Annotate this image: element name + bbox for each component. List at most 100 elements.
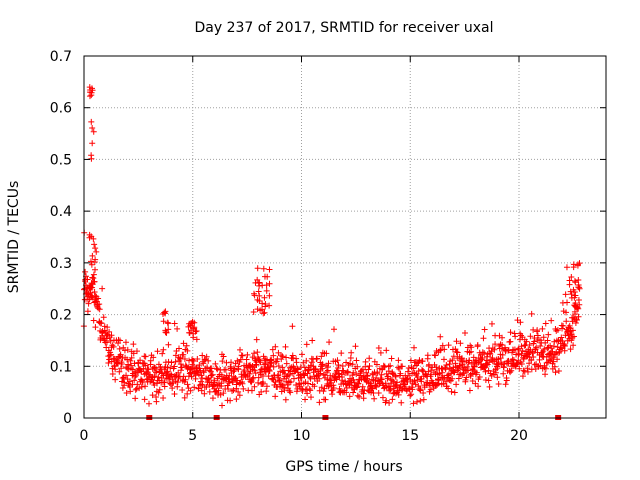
data-point xyxy=(255,356,262,363)
data-point xyxy=(320,371,327,378)
data-point xyxy=(249,375,256,382)
data-point xyxy=(112,366,119,373)
data-point xyxy=(366,355,373,362)
data-point xyxy=(256,292,263,299)
data-point xyxy=(127,357,134,364)
data-point xyxy=(104,324,111,331)
data-point xyxy=(194,356,201,363)
data-point xyxy=(559,325,566,332)
data-point xyxy=(200,369,207,376)
data-point xyxy=(89,252,96,259)
data-point xyxy=(520,367,527,374)
data-point xyxy=(259,372,266,379)
data-point xyxy=(145,366,152,373)
data-point xyxy=(105,359,112,366)
data-point xyxy=(191,324,198,331)
data-point xyxy=(524,365,531,372)
data-point xyxy=(570,333,577,340)
data-point xyxy=(451,368,458,375)
data-point xyxy=(119,385,126,392)
data-point xyxy=(534,332,541,339)
data-point xyxy=(448,388,455,395)
data-point xyxy=(205,357,212,364)
data-point xyxy=(335,361,342,368)
data-point xyxy=(389,396,396,403)
data-point xyxy=(171,320,178,327)
data-point xyxy=(370,389,377,396)
data-point xyxy=(528,310,535,317)
data-point xyxy=(406,372,413,379)
data-point xyxy=(472,380,479,387)
data-point xyxy=(439,369,446,376)
data-point xyxy=(272,378,279,385)
data-point xyxy=(328,377,335,384)
data-point xyxy=(87,258,94,265)
data-point xyxy=(502,381,509,388)
data-point xyxy=(469,377,476,384)
data-point xyxy=(405,365,412,372)
data-point xyxy=(497,341,504,348)
data-point xyxy=(168,371,175,378)
data-point xyxy=(137,357,144,364)
data-point xyxy=(533,328,540,335)
data-point xyxy=(282,343,289,350)
data-point xyxy=(410,365,417,372)
data-point xyxy=(311,365,318,372)
data-point xyxy=(183,342,190,349)
data-point xyxy=(218,383,225,390)
y-tick-label: 0.3 xyxy=(50,256,72,272)
y-tick-label: 0.2 xyxy=(50,308,72,324)
data-point xyxy=(186,329,193,336)
data-point xyxy=(259,300,266,307)
data-point xyxy=(410,400,417,407)
data-point xyxy=(346,393,353,400)
data-point xyxy=(89,140,96,147)
data-point xyxy=(272,358,279,365)
data-point xyxy=(518,350,525,357)
data-point xyxy=(118,365,125,372)
data-point xyxy=(404,368,411,375)
data-point xyxy=(481,326,488,333)
data-point xyxy=(106,328,113,335)
data-point xyxy=(156,386,163,393)
data-point xyxy=(212,360,219,367)
data-point xyxy=(451,389,458,396)
data-point xyxy=(184,381,191,388)
data-point xyxy=(450,369,457,376)
data-point xyxy=(436,370,443,377)
data-point xyxy=(353,371,360,378)
data-point xyxy=(128,354,135,361)
data-point xyxy=(330,385,337,392)
data-point xyxy=(382,380,389,387)
data-point xyxy=(325,383,332,390)
data-point xyxy=(388,355,395,362)
data-point xyxy=(287,389,294,396)
data-point xyxy=(379,394,386,401)
data-point xyxy=(131,368,138,375)
data-point xyxy=(93,248,100,255)
data-point xyxy=(499,334,506,341)
data-point xyxy=(526,360,533,367)
data-point xyxy=(482,377,489,384)
data-point xyxy=(454,349,461,356)
data-point xyxy=(92,266,99,273)
data-point xyxy=(146,400,153,407)
data-point xyxy=(213,365,220,372)
data-point xyxy=(90,317,97,324)
data-point xyxy=(92,324,99,331)
data-point xyxy=(259,282,266,289)
data-point xyxy=(359,383,366,390)
data-point xyxy=(307,394,314,401)
data-point xyxy=(395,364,402,371)
data-point xyxy=(364,372,371,379)
data-point xyxy=(531,338,538,345)
data-point xyxy=(248,387,255,394)
data-point xyxy=(574,261,581,268)
data-point xyxy=(103,335,110,342)
data-point xyxy=(263,287,270,294)
data-point xyxy=(497,355,504,362)
data-point xyxy=(485,377,492,384)
data-point xyxy=(467,373,474,380)
data-point xyxy=(100,314,107,321)
data-point xyxy=(499,342,506,349)
